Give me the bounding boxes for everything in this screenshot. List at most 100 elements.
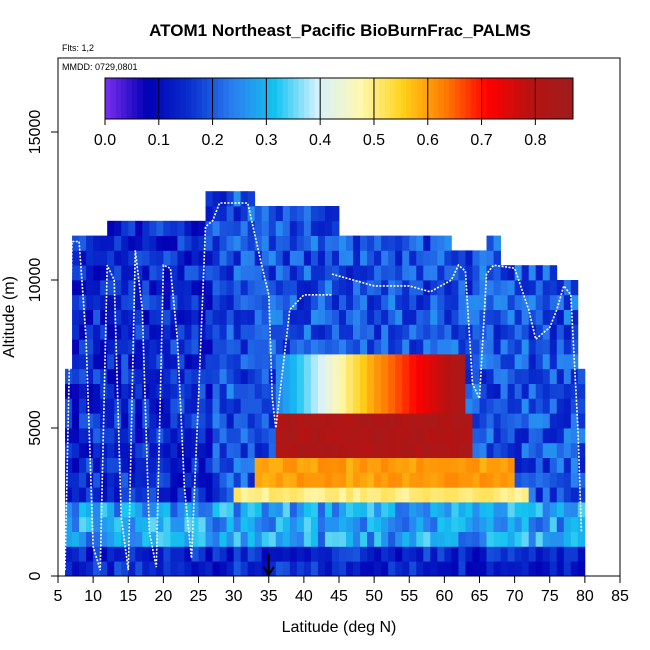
heatmap-cell	[451, 546, 459, 562]
heatmap-cell	[542, 368, 551, 384]
heatmap-cell	[317, 309, 326, 325]
heatmap-cell	[128, 339, 136, 355]
heatmap-cell	[444, 368, 452, 384]
heatmap-cell	[402, 561, 410, 577]
heatmap-cell	[149, 516, 157, 532]
heatmap-cell	[296, 280, 305, 296]
heatmap-cell	[402, 502, 410, 518]
heatmap-cell	[563, 531, 572, 547]
heatmap-cell	[156, 428, 164, 444]
heatmap-cell	[507, 280, 516, 296]
heatmap-cell	[381, 250, 389, 266]
heatmap-cell	[233, 309, 242, 325]
heatmap-cell	[331, 413, 340, 429]
heatmap-cell	[507, 324, 516, 340]
heatmap-cell	[205, 191, 213, 207]
colorbar-swatch	[121, 78, 128, 119]
heatmap-cell	[282, 280, 291, 296]
heatmap-cell	[556, 561, 565, 577]
heatmap-cell	[254, 383, 263, 399]
heatmap-cell	[212, 516, 220, 532]
heatmap-cell	[542, 442, 551, 458]
heatmap-cell	[79, 472, 87, 488]
heatmap-cell	[191, 265, 199, 281]
heatmap-cell	[549, 472, 558, 488]
heatmap-cell	[423, 413, 431, 429]
heatmap-cell	[240, 235, 249, 251]
heatmap-cell	[493, 487, 501, 503]
heatmap-cell	[86, 487, 94, 503]
heatmap-cell	[79, 235, 87, 251]
heatmap-cell	[282, 220, 291, 236]
heatmap-cell	[486, 398, 494, 414]
heatmap-cell	[353, 383, 361, 399]
heatmap-cell	[472, 531, 480, 547]
heatmap-cell	[289, 502, 298, 518]
heatmap-cell	[472, 472, 480, 488]
heatmap-cell	[121, 339, 129, 355]
heatmap-cell	[339, 294, 347, 310]
heatmap-cell	[240, 250, 249, 266]
heatmap-cell	[374, 280, 382, 296]
colorbar-swatch	[546, 78, 552, 119]
heatmap-cell	[247, 546, 256, 562]
heatmap-cell	[324, 502, 333, 518]
heatmap-cell	[402, 250, 410, 266]
heatmap-cell	[170, 442, 178, 458]
heatmap-cell	[226, 280, 235, 296]
heatmap-cell	[437, 309, 445, 325]
heatmap-cell	[86, 442, 94, 458]
heatmap-cell	[444, 324, 452, 340]
heatmap-cell	[93, 413, 101, 429]
heatmap-cell	[542, 502, 551, 518]
heatmap-cell	[296, 546, 305, 562]
heatmap-cell	[93, 294, 101, 310]
heatmap-cell	[486, 235, 494, 251]
heatmap-cell	[142, 309, 150, 325]
heatmap-cell	[219, 442, 227, 458]
heatmap-cell	[479, 339, 487, 355]
heatmap-cell	[528, 265, 537, 281]
heatmap-cell	[437, 294, 445, 310]
heatmap-cell	[458, 561, 466, 577]
heatmap-cell	[100, 561, 108, 577]
heatmap-cell	[226, 561, 235, 577]
heatmap-cell	[149, 339, 157, 355]
heatmap-cell	[563, 457, 572, 473]
heatmap-cell	[500, 561, 508, 577]
heatmap-cell	[493, 294, 501, 310]
heatmap-cell	[191, 324, 199, 340]
heatmap-cell	[233, 413, 242, 429]
heatmap-cell	[79, 250, 87, 266]
heatmap-cell	[486, 502, 494, 518]
heatmap-cell	[381, 428, 389, 444]
heatmap-cell	[507, 383, 516, 399]
colorbar-swatch	[427, 78, 434, 119]
heatmap-cell	[577, 442, 586, 458]
heatmap-cell	[184, 235, 192, 251]
colorbar-swatch	[497, 78, 504, 119]
heatmap-cell	[444, 442, 452, 458]
heatmap-cell	[198, 531, 206, 547]
heatmap-cell	[247, 487, 256, 503]
heatmap-cell	[282, 206, 291, 222]
heatmap-cell	[135, 383, 143, 399]
heatmap-cell	[395, 235, 403, 251]
heatmap-cell	[535, 324, 544, 340]
colorbar-swatch	[212, 78, 219, 119]
heatmap-cell	[177, 294, 185, 310]
heatmap-cell	[289, 354, 298, 370]
heatmap-cell	[324, 546, 333, 562]
heatmap-cell	[388, 250, 396, 266]
heatmap-cell	[430, 546, 438, 562]
heatmap-cell	[381, 309, 389, 325]
heatmap-cell	[395, 487, 403, 503]
heatmap-cell	[339, 235, 347, 251]
colorbar-swatch	[137, 78, 144, 119]
heatmap-cell	[79, 368, 87, 384]
heatmap-cell	[324, 442, 333, 458]
heatmap-cell	[500, 339, 508, 355]
heatmap-cell	[149, 428, 157, 444]
heatmap-cell	[521, 398, 530, 414]
heatmap-cell	[198, 265, 206, 281]
